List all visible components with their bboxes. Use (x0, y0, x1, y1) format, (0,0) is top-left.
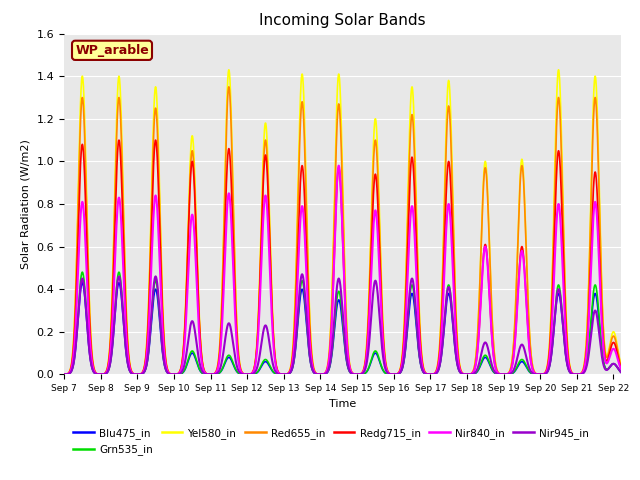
Blu475_in (500, 372, 508, 377)
Line: Nir945_in: Nir945_in (64, 274, 621, 374)
Yel580_in (273, 365, 281, 371)
Red655_in (394, 371, 402, 376)
Nir840_in (161, 358, 169, 364)
Yel580_in (476, 286, 483, 292)
Grn535_in (161, 365, 169, 371)
Nir840_in (60, 372, 68, 377)
Yel580_in (161, 349, 169, 355)
Blu475_in (115, 280, 123, 286)
Nir840_in (394, 371, 402, 377)
Redg715_in (60, 372, 68, 377)
Redg715_in (476, 319, 483, 325)
Grn535_in (60, 372, 68, 377)
Grn535_in (394, 371, 402, 377)
Nir945_in (394, 371, 402, 377)
Redg715_in (273, 366, 281, 372)
Legend: Blu475_in, Grn535_in, Yel580_in, Red655_in, Redg715_in, Nir840_in, Nir945_in: Blu475_in, Grn535_in, Yel580_in, Red655_… (69, 424, 593, 459)
Title: Incoming Solar Bands: Incoming Solar Bands (259, 13, 426, 28)
Grn535_in (617, 369, 625, 375)
Yel580_in (422, 371, 430, 376)
Grn535_in (115, 269, 123, 275)
Grn535_in (518, 357, 526, 362)
Grn535_in (422, 371, 430, 377)
Red655_in (422, 371, 430, 376)
Blu475_in (394, 371, 402, 377)
Nir945_in (298, 271, 306, 277)
Yel580_in (617, 362, 625, 368)
Yel580_in (60, 372, 68, 377)
Redg715_in (617, 364, 625, 370)
Yel580_in (394, 371, 402, 376)
Blu475_in (617, 369, 625, 375)
Grn535_in (476, 364, 483, 370)
Grn535_in (500, 372, 508, 377)
Nir945_in (60, 372, 68, 377)
Nir840_in (617, 366, 625, 372)
Grn535_in (273, 371, 281, 377)
Text: WP_arable: WP_arable (75, 44, 149, 57)
Nir945_in (273, 370, 280, 376)
Redg715_in (394, 371, 402, 376)
Red655_in (518, 163, 525, 168)
Nir840_in (476, 320, 483, 326)
Yel580_in (518, 156, 525, 162)
Line: Blu475_in: Blu475_in (64, 283, 621, 374)
Yel580_in (225, 67, 233, 72)
Red655_in (617, 363, 625, 369)
Red655_in (60, 372, 68, 377)
Nir840_in (422, 371, 430, 377)
Line: Nir840_in: Nir840_in (64, 166, 621, 374)
Red655_in (225, 84, 233, 90)
Line: Grn535_in: Grn535_in (64, 272, 621, 374)
Nir945_in (500, 372, 508, 377)
Blu475_in (60, 372, 68, 377)
Blu475_in (161, 365, 169, 371)
Red655_in (476, 288, 483, 294)
Nir945_in (422, 371, 430, 377)
Blu475_in (422, 371, 430, 377)
Redg715_in (152, 137, 159, 143)
Line: Redg715_in: Redg715_in (64, 140, 621, 374)
Redg715_in (161, 355, 169, 360)
Nir840_in (335, 163, 342, 168)
Line: Red655_in: Red655_in (64, 87, 621, 374)
Nir945_in (476, 359, 483, 364)
Blu475_in (273, 371, 281, 377)
Nir840_in (518, 248, 525, 254)
Blu475_in (476, 365, 483, 371)
Line: Yel580_in: Yel580_in (64, 70, 621, 374)
Nir945_in (617, 369, 625, 375)
Blu475_in (518, 359, 526, 364)
X-axis label: Time: Time (329, 399, 356, 408)
Red655_in (161, 351, 169, 357)
Nir945_in (161, 364, 169, 370)
Red655_in (273, 365, 281, 371)
Redg715_in (518, 244, 525, 250)
Nir945_in (518, 342, 526, 348)
Redg715_in (422, 371, 430, 376)
Y-axis label: Solar Radiation (W/m2): Solar Radiation (W/m2) (21, 139, 31, 269)
Nir840_in (273, 367, 280, 372)
